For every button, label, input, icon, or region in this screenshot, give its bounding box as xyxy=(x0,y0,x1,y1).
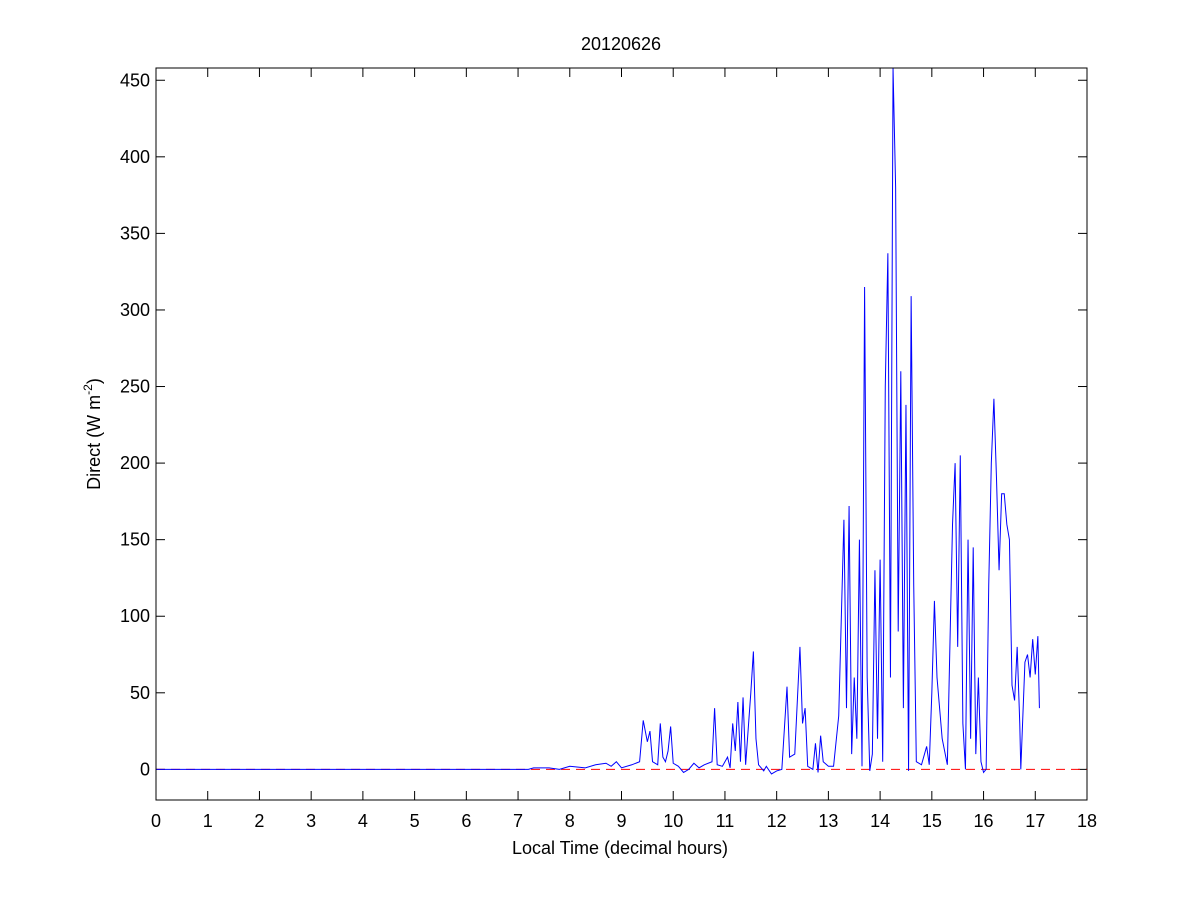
x-tick-label: 14 xyxy=(870,811,890,831)
x-tick-label: 2 xyxy=(254,811,264,831)
x-tick-label: 8 xyxy=(565,811,575,831)
y-tick-label: 0 xyxy=(140,759,150,779)
x-tick-label: 5 xyxy=(410,811,420,831)
plot-frame xyxy=(155,67,1088,801)
x-tick-label: 18 xyxy=(1077,811,1097,831)
chart-title: 20120626 xyxy=(581,34,661,54)
y-tick-label: 350 xyxy=(120,223,150,243)
y-tick-label: 100 xyxy=(120,606,150,626)
y-tick-label: 50 xyxy=(130,683,150,703)
x-tick-label: 15 xyxy=(922,811,942,831)
x-tick-label: 16 xyxy=(974,811,994,831)
x-tick-label: 10 xyxy=(663,811,683,831)
data-line xyxy=(156,67,1040,775)
x-axis-label: Local Time (decimal hours) xyxy=(512,838,728,858)
y-label-superscript: -2 xyxy=(81,384,95,395)
x-tick-label: 7 xyxy=(513,811,523,831)
x-tick-label: 9 xyxy=(616,811,626,831)
x-tick-label: 3 xyxy=(306,811,316,831)
x-tick-label: 17 xyxy=(1025,811,1045,831)
x-tick-label: 11 xyxy=(716,811,735,831)
y-axis-label: Direct (W m-2) xyxy=(81,378,104,490)
y-tick-label: 200 xyxy=(120,453,150,473)
x-tick-label: 6 xyxy=(461,811,471,831)
y-label-suffix: ) xyxy=(84,378,104,384)
y-tick-label: 450 xyxy=(120,70,150,90)
y-tick-label: 250 xyxy=(120,377,150,397)
y-label-text: Direct (W m xyxy=(84,395,104,490)
x-tick-label: 0 xyxy=(151,811,161,831)
x-tick-label: 13 xyxy=(818,811,838,831)
y-tick-label: 150 xyxy=(120,530,150,550)
plot-area xyxy=(156,68,1087,800)
x-tick-label: 12 xyxy=(767,811,787,831)
y-tick-label: 300 xyxy=(120,300,150,320)
y-tick-label: 400 xyxy=(120,147,150,167)
x-tick-label: 4 xyxy=(358,811,368,831)
x-tick-label: 1 xyxy=(203,811,213,831)
